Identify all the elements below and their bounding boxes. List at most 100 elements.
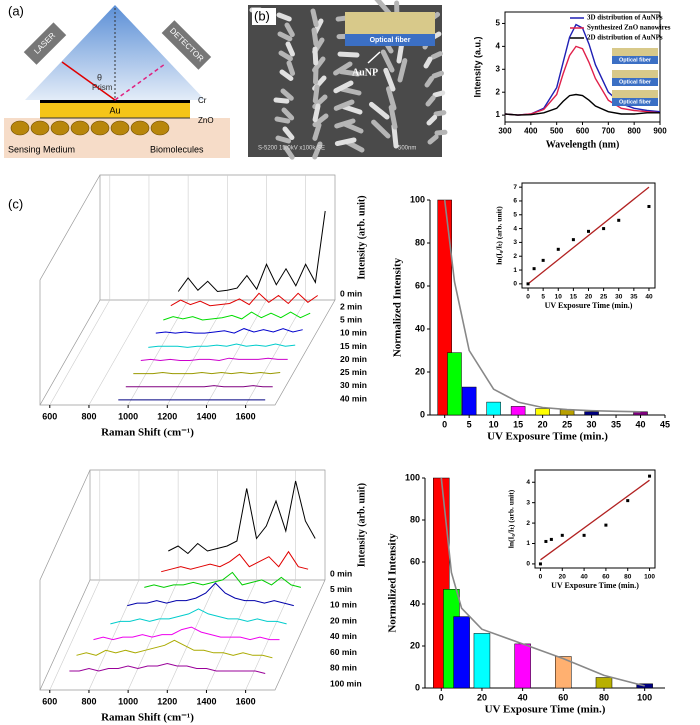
grid-line (245, 299, 306, 406)
point (647, 204, 651, 208)
sem-rod (282, 126, 295, 141)
side-wall (39, 174, 101, 405)
x-axis-label: UV Exposure Time (min.) (551, 581, 639, 590)
inset-fiber (612, 56, 658, 64)
series-label: 5 min (330, 584, 352, 594)
sem-rod (339, 86, 362, 96)
x-tick-label: 40 (645, 293, 653, 300)
x-tick-label: 15 (570, 293, 578, 300)
x-tick-label: 35 (611, 420, 621, 430)
x-axis-label: UV Exposure Time (min.) (545, 301, 633, 310)
y-axis-label: Intensity (a.u.) (472, 36, 482, 97)
series-label: 100 min (330, 678, 362, 688)
x-tick-label: 0 (526, 293, 530, 300)
fit-line (527, 186, 650, 285)
fit-line (540, 479, 650, 561)
x-tick-label: 60 (602, 573, 610, 580)
spectrum-trace (177, 210, 326, 293)
x-tick-label: 80 (624, 573, 632, 580)
y-tick-label: 80 (410, 514, 420, 524)
x-tick-label: 30 (615, 293, 623, 300)
x-axis-label: Wavelength (nm) (546, 139, 620, 150)
x-tick-label: 600 (42, 411, 57, 421)
spectrum-trace (140, 357, 288, 362)
point (602, 227, 606, 231)
zno-label: ZnO (198, 116, 214, 125)
x-tick-label: 5 (467, 420, 472, 430)
incident-beam (61, 61, 116, 101)
y-tick-label: 60 (410, 556, 420, 566)
spectrum-trace (163, 311, 311, 321)
point (549, 537, 553, 541)
point (626, 499, 630, 503)
sem-rod (278, 50, 293, 62)
point (544, 539, 548, 543)
point (541, 258, 545, 262)
x-tick-label: 900 (653, 127, 667, 136)
spectrum-trace (144, 571, 302, 588)
x-tick-label: 1000 (118, 411, 138, 421)
x-tick-label: 800 (627, 127, 641, 136)
point (532, 267, 536, 271)
bar (486, 401, 501, 416)
grid-line (49, 299, 111, 406)
series-label: 40 min (330, 631, 357, 641)
point (560, 533, 564, 537)
sem-rod (433, 110, 447, 117)
series-label: 30 min (340, 380, 367, 390)
point (538, 562, 542, 566)
back-wall (89, 469, 326, 580)
x-tick-label: 15 (513, 420, 523, 430)
back-wall (99, 174, 336, 300)
sem-rod (425, 95, 436, 107)
spectrum-trace (161, 550, 309, 573)
series-label: 20 min (340, 354, 367, 364)
spectrum-trace (127, 582, 294, 607)
spectrum-trace (168, 480, 316, 555)
inset-nanowires (612, 90, 658, 98)
sem-rod (280, 88, 294, 101)
y-tick-label: 3 (513, 239, 517, 246)
y-axis-label: ln(I₀/Iₜ) (arb. unit) (495, 206, 504, 265)
label-bg (252, 8, 276, 25)
sem-rod (342, 121, 364, 134)
x-tick-label: 400 (524, 127, 538, 136)
grid-line (88, 579, 140, 691)
x-tick-label: 300 (498, 127, 512, 136)
point (526, 282, 530, 286)
x-tick-label: 25 (600, 293, 608, 300)
annotation: Optical fiber (619, 99, 652, 105)
sem-rod (279, 69, 294, 81)
x-tick-label: 700 (602, 127, 616, 136)
panel-b: Optical fiber AuNP S-5200 15.0kV x100k S… (248, 0, 448, 160)
sem-rod (337, 51, 360, 58)
inset-nanowires (612, 70, 658, 78)
fiber-label: Optical fiber (370, 37, 411, 44)
sem-rod (311, 27, 319, 47)
spectrum-trace (148, 343, 296, 348)
panel-label: (c) (8, 196, 23, 211)
spectrum-trace (69, 662, 266, 674)
y-tick-label: 4 (496, 41, 501, 50)
x-tick-label: 45 (660, 420, 670, 430)
floor (39, 299, 336, 406)
y-tick-label: 80 (415, 237, 425, 247)
y-axis-label: Normalized Intensity (392, 257, 404, 357)
decay-curve (440, 477, 645, 687)
series-label: 25 min (340, 367, 367, 377)
y-tick-label: 60 (415, 280, 425, 290)
series-label: 0 min (330, 568, 352, 578)
inset-nanowires (345, 12, 435, 34)
point (582, 533, 586, 537)
sem-rod (281, 107, 295, 121)
sem-rod (385, 86, 397, 111)
biomolecules (10, 120, 170, 136)
y-tick-label: 5 (513, 211, 517, 218)
bar (473, 633, 491, 689)
grid-line (49, 579, 101, 691)
theta-label: θ (97, 72, 102, 82)
x-tick-label: 0 (439, 693, 444, 703)
z-axis-label: Intensity (arb. unit) (356, 483, 367, 567)
sem-rod (334, 118, 356, 129)
sem-info: S-5200 15.0kV x100k SE (258, 146, 325, 152)
